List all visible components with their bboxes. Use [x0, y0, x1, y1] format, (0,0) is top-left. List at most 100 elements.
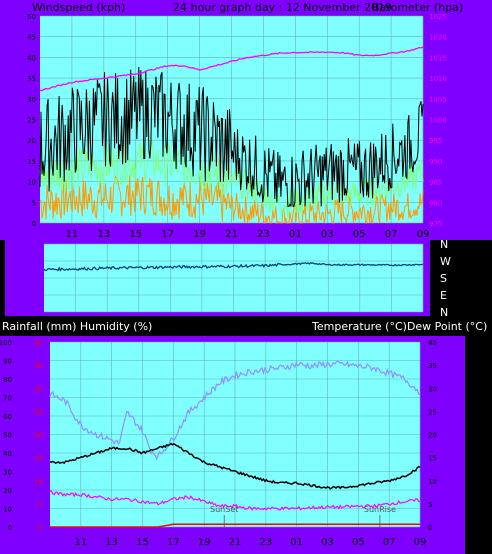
temp-dewpoint-axis-title: Temperature (°C)Dew Point (°C)	[311, 320, 487, 333]
temperature-y-tick-label: 5	[428, 501, 432, 509]
temp-x-tick-label: 01	[290, 537, 303, 548]
wind-x-tick-label: 23	[257, 229, 270, 240]
wind-y-tick-label: 10	[27, 179, 36, 187]
temperature-y-tick-label: 0	[428, 524, 432, 532]
wind-x-tick-label: 01	[289, 229, 302, 240]
barometer-y-tick-label: 990	[429, 158, 442, 166]
temperature-y-tick-label: 10	[428, 478, 437, 486]
rainfall-y-tick-label: 10	[34, 478, 43, 486]
wind-x-tick-label: 07	[385, 229, 398, 240]
temperature-y-tick-label: 25	[428, 408, 437, 416]
sunset-label: SunSet	[210, 505, 238, 514]
barometer-y-tick-label: 1010	[429, 75, 447, 83]
rainfall-line	[50, 523, 420, 528]
direction-compass-label: N	[440, 306, 448, 316]
wind-x-tick-label: 05	[353, 229, 366, 240]
humidity-y-tick-label: 40	[3, 450, 12, 458]
barometer-y-tick-label: 985	[429, 179, 442, 187]
temp-x-tick-label: 21	[229, 537, 242, 548]
dew-point-line	[49, 490, 421, 512]
barometer-y-tick-label: 1005	[429, 96, 447, 104]
barometer-y-tick-label: 980	[429, 199, 442, 207]
humidity-y-tick-label: 30	[3, 469, 12, 477]
humidity-y-tick-label: 100	[0, 339, 12, 347]
temp-x-tick-label: 23	[259, 537, 272, 548]
wind-y-tick-label: 35	[27, 75, 36, 83]
wind-x-tick-label: 19	[193, 229, 206, 240]
temp-x-tick-label: 07	[383, 537, 396, 548]
barometer-y-tick-label: 1015	[429, 54, 447, 62]
wind-low-line	[39, 172, 424, 225]
temperature-y-tick-label: 35	[428, 362, 437, 370]
rainfall-y-tick-label: 0	[39, 524, 43, 532]
temp-x-tick-label: 13	[105, 537, 118, 548]
wind-y-tick-label: 25	[27, 117, 36, 125]
humidity-y-tick-label: 80	[3, 376, 12, 384]
wind-axis-title: Windspeed (kph)	[32, 1, 125, 14]
rainfall-y-tick-label: 40	[34, 339, 43, 347]
temperature-line	[49, 442, 421, 490]
barometer-y-tick-label: 1025	[429, 13, 447, 21]
barometer-y-tick-label: 1000	[429, 117, 447, 125]
temp-x-tick-label: 17	[167, 537, 180, 548]
temp-x-tick-label: 15	[136, 537, 149, 548]
rainfall-y-tick-label: 35	[34, 362, 43, 370]
humidity-y-tick-label: 0	[8, 524, 12, 532]
wind-y-tick-label: 45	[27, 34, 36, 42]
rainfall-y-tick-label: 20	[34, 432, 43, 440]
barometer-y-tick-label: 1020	[429, 34, 447, 42]
humidity-line	[49, 360, 421, 461]
temp-x-tick-label: 05	[352, 537, 365, 548]
wind-gust-line	[39, 66, 424, 207]
wind-y-tick-label: 0	[32, 220, 36, 228]
rainfall-y-tick-label: 25	[34, 408, 43, 416]
direction-compass-label: E	[440, 289, 447, 302]
humidity-y-tick-label: 10	[3, 506, 12, 514]
middle-header-bar	[0, 316, 470, 336]
wind-y-tick-label: 20	[27, 137, 36, 145]
wind-x-tick-label: 21	[225, 229, 238, 240]
barometer-y-tick-label: 995	[429, 137, 442, 145]
temp-x-tick-label: 09	[414, 537, 427, 548]
temperature-y-tick-label: 30	[428, 385, 437, 393]
rainfall-y-tick-label: 30	[34, 385, 43, 393]
direction-compass-label: N	[440, 240, 448, 251]
wind-direction-line	[43, 262, 424, 272]
chart-title: 24 hour graph day : 12 November 2019	[173, 1, 392, 14]
wind-x-tick-label: 15	[129, 229, 142, 240]
wind-x-tick-label: 09	[417, 229, 430, 240]
temp-x-tick-label: 11	[74, 537, 87, 548]
wind-x-tick-label: 17	[161, 229, 174, 240]
direction-compass-label: W	[440, 255, 451, 268]
humidity-y-tick-label: 70	[3, 395, 12, 403]
wind-x-tick-label: 11	[66, 229, 79, 240]
rainfall-y-tick-label: 5	[39, 501, 43, 509]
wind-x-tick-label: 03	[321, 229, 334, 240]
wind-x-tick-label: 13	[97, 229, 110, 240]
barometer-line	[39, 46, 424, 92]
temperature-humidity-panel: 0 10 20 30 40 50 60 70 80 90 100 0 5 10 15 20 25 30 35 40 …	[0, 316, 492, 554]
rain-humidity-axis-title: Rainfall (mm) Humidity (%)	[2, 320, 152, 333]
rainfall-y-tick-label: 15	[34, 455, 43, 463]
humidity-y-tick-label: 90	[3, 358, 12, 366]
wind-y-tick-label: 50	[27, 13, 36, 21]
temperature-y-tick-label: 40	[428, 339, 437, 347]
humidity-y-tick-label: 50	[3, 432, 12, 440]
temp-x-tick-label: 03	[321, 537, 334, 548]
humidity-y-tick-label: 20	[3, 487, 12, 495]
wind-y-tick-label: 30	[27, 96, 36, 104]
wind-barometer-panel: 0 5 10 15 20 25 30 35 40 45 50 975 980 985 990 995 1000…	[0, 0, 492, 240]
wind-y-tick-label: 15	[27, 158, 36, 166]
temperature-y-tick-label: 20	[428, 432, 437, 440]
temperature-y-tick-label: 15	[428, 455, 437, 463]
barometer-y-tick-label: 975	[429, 220, 442, 228]
wind-y-tick-label: 40	[27, 54, 36, 62]
temp-x-tick-label: 19	[198, 537, 211, 548]
humidity-y-tick-label: 60	[3, 413, 12, 421]
direction-compass-label: S	[440, 272, 447, 285]
wind-y-tick-label: 5	[32, 199, 36, 207]
